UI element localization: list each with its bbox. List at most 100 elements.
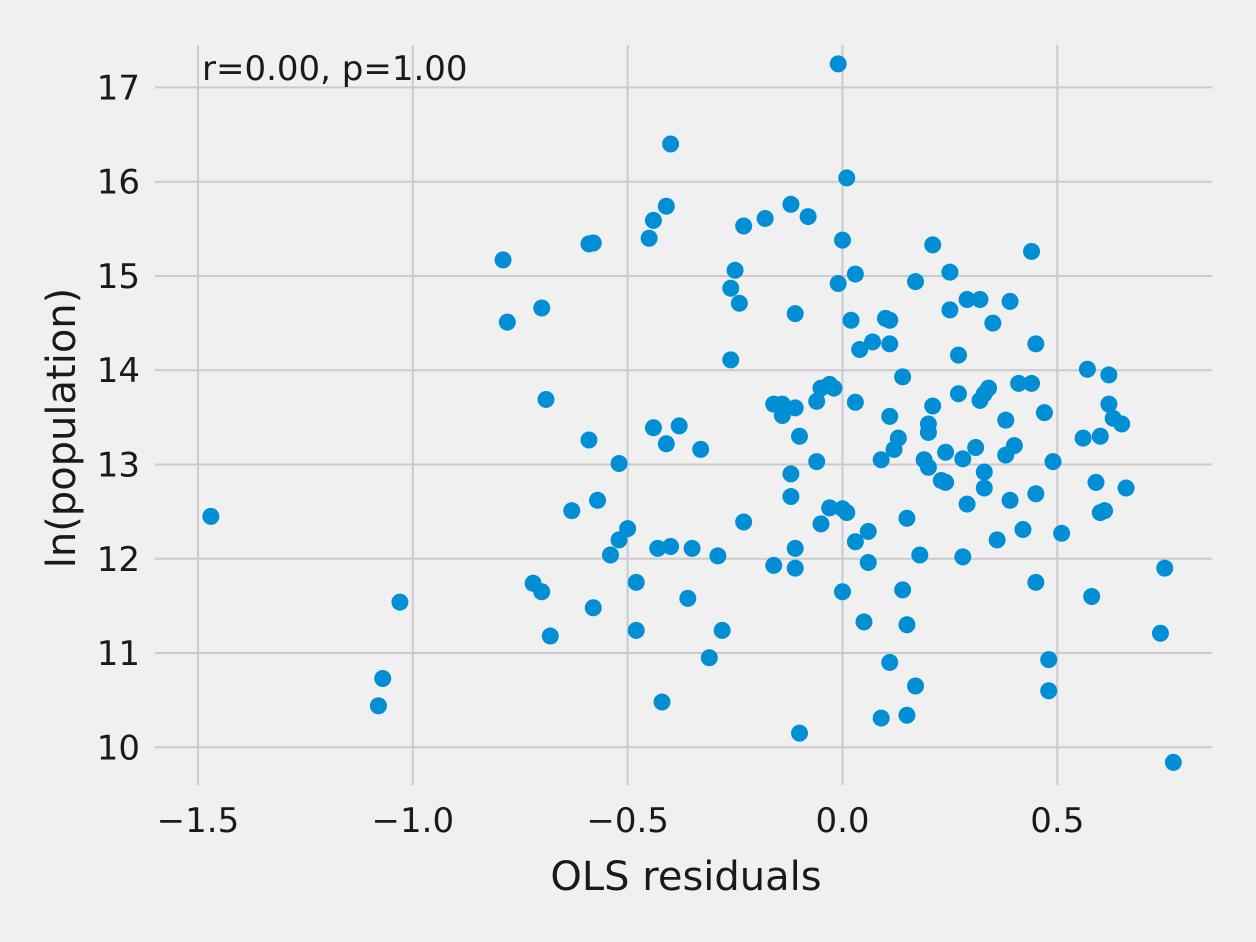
y-axis-title: ln(population) bbox=[39, 288, 85, 569]
data-point bbox=[838, 169, 856, 187]
data-point bbox=[1040, 651, 1058, 669]
data-point bbox=[949, 385, 967, 403]
data-point bbox=[842, 311, 860, 329]
data-point bbox=[872, 451, 890, 469]
data-point bbox=[833, 583, 851, 601]
data-point bbox=[846, 265, 864, 283]
data-point bbox=[971, 291, 989, 309]
data-point bbox=[808, 392, 826, 410]
data-point bbox=[1096, 502, 1114, 520]
data-point bbox=[786, 399, 804, 417]
y-tick-label: 17 bbox=[97, 68, 140, 108]
data-point bbox=[846, 393, 864, 411]
data-point bbox=[580, 431, 598, 449]
data-point bbox=[1083, 587, 1101, 605]
data-point bbox=[498, 313, 516, 331]
data-point bbox=[653, 693, 671, 711]
data-point bbox=[494, 251, 512, 269]
data-point bbox=[808, 453, 826, 471]
data-point bbox=[799, 208, 817, 226]
data-point bbox=[610, 455, 628, 473]
x-axis-title: OLS residuals bbox=[550, 854, 821, 900]
data-point bbox=[692, 440, 710, 458]
data-point bbox=[786, 559, 804, 577]
data-point bbox=[1164, 753, 1182, 771]
data-point bbox=[898, 509, 916, 527]
data-point bbox=[859, 522, 877, 540]
data-point bbox=[911, 546, 929, 564]
data-point bbox=[662, 538, 680, 556]
data-point bbox=[644, 211, 662, 229]
data-point bbox=[773, 395, 791, 413]
data-point bbox=[894, 581, 912, 599]
data-point bbox=[1023, 374, 1041, 392]
x-tick-label: −1.5 bbox=[157, 801, 240, 841]
x-tick-labels: −1.5 −1.0 −0.5 0.0 0.5 bbox=[157, 801, 1085, 841]
data-point bbox=[791, 724, 809, 742]
data-point bbox=[988, 531, 1006, 549]
data-point bbox=[937, 443, 955, 461]
data-point bbox=[1074, 429, 1092, 447]
data-point bbox=[533, 583, 551, 601]
data-point bbox=[537, 390, 555, 408]
y-tick-label: 11 bbox=[97, 634, 140, 674]
data-point bbox=[937, 473, 955, 491]
data-point bbox=[713, 621, 731, 639]
data-point bbox=[369, 697, 387, 715]
data-point bbox=[889, 429, 907, 447]
data-point bbox=[812, 515, 830, 533]
x-tick-label: −1.0 bbox=[372, 801, 455, 841]
data-point bbox=[782, 488, 800, 506]
data-point bbox=[584, 599, 602, 617]
data-point bbox=[1001, 491, 1019, 509]
y-tick-label: 10 bbox=[97, 728, 140, 768]
data-point bbox=[584, 234, 602, 252]
data-point bbox=[898, 706, 916, 724]
data-point bbox=[374, 669, 392, 687]
data-point bbox=[627, 573, 645, 591]
data-point bbox=[949, 346, 967, 364]
data-point bbox=[1113, 415, 1131, 433]
data-point bbox=[1078, 360, 1096, 378]
data-point bbox=[894, 368, 912, 386]
data-point bbox=[1053, 524, 1071, 542]
data-point bbox=[997, 411, 1015, 429]
data-point bbox=[1044, 453, 1062, 471]
data-point bbox=[563, 502, 581, 520]
data-point bbox=[657, 197, 675, 215]
data-point bbox=[541, 627, 559, 645]
data-point bbox=[907, 273, 925, 291]
data-point bbox=[954, 450, 972, 468]
data-point bbox=[619, 520, 637, 538]
data-point bbox=[640, 229, 658, 247]
data-point bbox=[924, 236, 942, 254]
data-point bbox=[872, 709, 890, 727]
data-point bbox=[627, 621, 645, 639]
data-point bbox=[533, 299, 551, 317]
y-tick-labels: 10 11 12 13 14 15 16 17 bbox=[97, 68, 140, 768]
data-point bbox=[1014, 521, 1032, 539]
data-point bbox=[941, 301, 959, 319]
data-point bbox=[954, 548, 972, 566]
data-point bbox=[1027, 485, 1045, 503]
data-point bbox=[1156, 559, 1174, 577]
data-point bbox=[924, 397, 942, 415]
correlation-annotation: r=0.00, p=1.00 bbox=[202, 49, 468, 89]
data-point bbox=[881, 335, 899, 353]
data-point bbox=[958, 291, 976, 309]
y-tick-label: 13 bbox=[97, 445, 140, 485]
data-point bbox=[756, 209, 774, 227]
data-point bbox=[1117, 479, 1135, 497]
y-tick-label: 14 bbox=[97, 351, 140, 391]
grid-lines bbox=[155, 45, 1212, 785]
data-point bbox=[919, 423, 937, 441]
data-point bbox=[657, 435, 675, 453]
data-point bbox=[881, 653, 899, 671]
data-point bbox=[1100, 366, 1118, 384]
data-point bbox=[601, 546, 619, 564]
data-point bbox=[907, 677, 925, 695]
data-point bbox=[851, 340, 869, 358]
data-point bbox=[881, 311, 899, 329]
data-point bbox=[821, 499, 839, 517]
